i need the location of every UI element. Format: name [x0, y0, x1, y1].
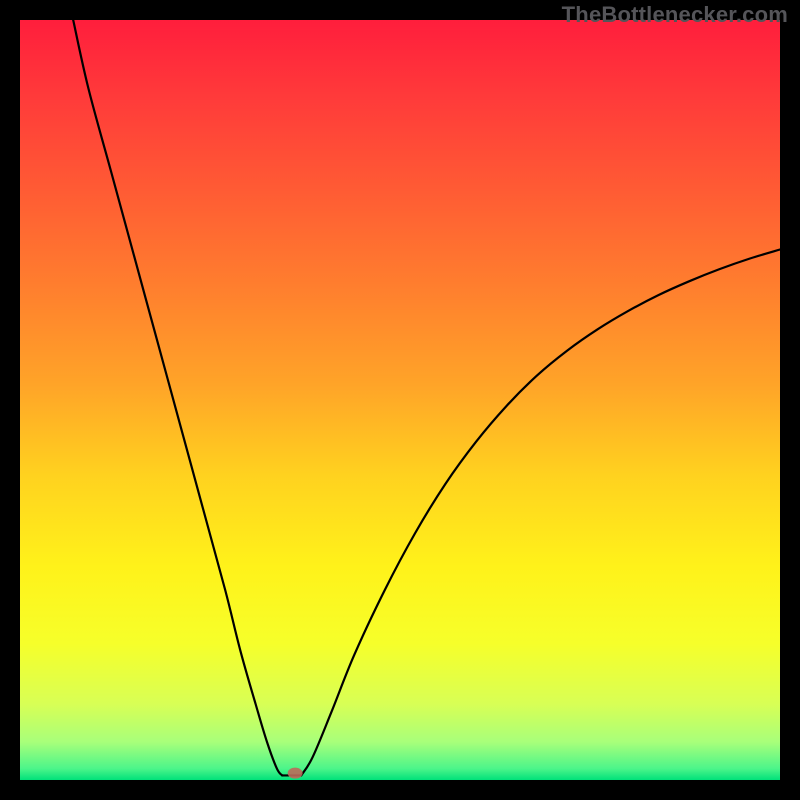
- chart-frame: TheBottlenecker.com: [0, 0, 800, 800]
- gradient-v-chart: [0, 0, 800, 800]
- watermark-text: TheBottlenecker.com: [562, 2, 788, 28]
